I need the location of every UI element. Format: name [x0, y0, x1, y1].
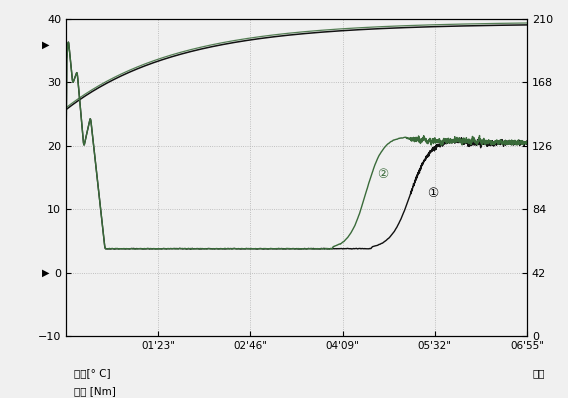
Text: 扔矩 [Nm]: 扔矩 [Nm]	[74, 386, 116, 396]
Text: ①: ①	[427, 187, 438, 200]
Text: ②: ②	[377, 168, 388, 181]
Text: ▶: ▶	[42, 39, 49, 49]
Text: 时间: 时间	[533, 368, 545, 378]
Text: 料温[° C]: 料温[° C]	[74, 368, 110, 378]
Text: ▶: ▶	[42, 268, 49, 278]
